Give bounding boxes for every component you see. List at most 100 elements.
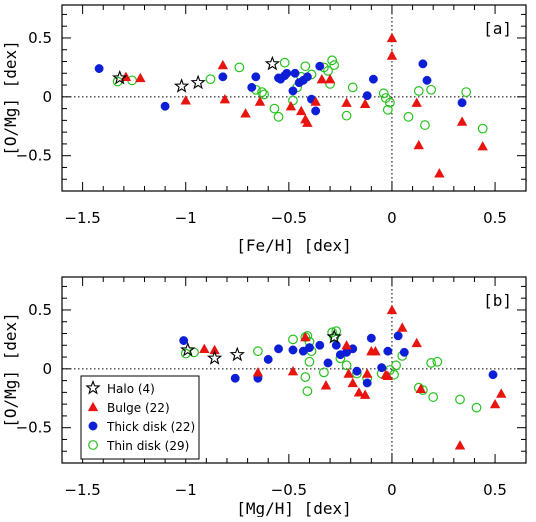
data-points-a: [94, 32, 488, 178]
data-point-bulge: [347, 377, 358, 388]
data-point-thick: [263, 354, 273, 364]
data-point-thick: [251, 72, 261, 82]
legend-label-thick: Thick disk (22): [106, 420, 195, 434]
data-point-thin: [302, 386, 313, 397]
data-point-thick: [288, 345, 298, 355]
data-point-thin: [471, 402, 482, 413]
data-point-halo: [173, 78, 190, 93]
data-point-bulge: [359, 389, 371, 399]
data-point-thin: [341, 360, 352, 371]
data-point-thick: [362, 378, 372, 388]
data-point-thick: [362, 91, 372, 101]
data-point-thick: [230, 373, 240, 383]
x-tick-label: −1: [175, 209, 197, 227]
data-point-thick: [331, 340, 341, 350]
data-point-bulge: [359, 98, 371, 109]
data-point-bulge: [489, 398, 501, 409]
y-tick-label: 0: [42, 360, 52, 378]
data-point-thin: [269, 103, 280, 114]
x-tick-label: 0: [387, 481, 397, 499]
data-point-bulge: [310, 96, 321, 106]
x-tick-label: −1.5: [64, 481, 100, 499]
data-point-thick: [399, 347, 409, 357]
data-point-thick: [288, 86, 298, 96]
data-point-bulge: [382, 370, 394, 381]
data-point-bulge: [316, 73, 328, 84]
x-tick-label: 0.5: [483, 209, 507, 227]
x-tick-labels-b: −1.5 −1 −0.5 0 0.5: [64, 481, 507, 499]
data-point-thick: [393, 331, 403, 341]
data-point-thin: [331, 326, 342, 337]
data-point-thin: [205, 74, 216, 85]
legend-symbol-thick: [88, 421, 98, 431]
data-point-bulge: [370, 345, 381, 356]
data-point-bulge: [353, 387, 365, 397]
data-point-halo: [112, 69, 128, 85]
data-point-bulge: [180, 95, 191, 105]
data-point-thick: [323, 358, 333, 368]
x-tick-labels-a: −1.5 −1 −0.5 0 0.5: [64, 209, 507, 227]
data-point-bulge: [302, 117, 313, 127]
plot-frame-a: [61, 4, 527, 192]
data-point-thick: [274, 344, 283, 354]
x-axis-label-a: [Fe/H] [dex]: [236, 236, 352, 255]
data-point-thin: [257, 87, 267, 98]
data-point-thin: [300, 372, 311, 382]
plot-frame-b: [61, 276, 527, 464]
data-point-bulge: [209, 344, 220, 355]
panel-a: [a] −1.5 −1 −0.5 0 0.5 −0.5 0 0.5 [Fe/H]…: [1, 4, 527, 255]
data-point-bulge: [320, 380, 332, 390]
panel-b: [b] −1.5 −1 −0.5 0 0.5 −0.5 0 0.5 [Mg/H]…: [1, 276, 527, 518]
y-axis-label-b: [O/Mg] [dex]: [1, 312, 20, 428]
axis-ticks-b: [62, 277, 526, 463]
data-point-thin: [304, 356, 315, 367]
data-point-thick: [290, 68, 300, 78]
x-tick-label: −1: [175, 481, 197, 499]
data-point-thick: [160, 101, 170, 111]
data-point-bulge: [434, 168, 445, 178]
data-point-thin: [341, 110, 352, 121]
data-point-halo: [229, 346, 245, 362]
y-axis-label-a: [O/Mg] [dex]: [1, 40, 20, 156]
data-point-thick: [218, 72, 228, 82]
legend-label-halo: Halo (4): [107, 382, 155, 396]
data-point-thin: [112, 76, 123, 87]
data-point-thin: [279, 57, 290, 68]
data-point-bulge: [287, 365, 299, 376]
data-point-halo: [190, 74, 206, 90]
data-point-bulge: [386, 32, 398, 43]
axis-ticks-a: [62, 5, 526, 191]
legend-symbol-bulge: [87, 401, 99, 412]
data-point-thin: [288, 334, 298, 345]
data-point-bulge: [411, 337, 422, 348]
data-point-bulge: [300, 331, 311, 342]
legend: Halo (4) Bulge (22) Thick disk (22) Thin…: [80, 375, 200, 460]
data-point-bulge: [362, 368, 373, 378]
x-tick-label: −1.5: [64, 209, 100, 227]
data-point-halo: [180, 341, 196, 357]
data-point-bulge: [324, 73, 336, 84]
data-point-thick: [422, 75, 432, 85]
data-point-bulge: [496, 388, 507, 398]
data-point-thin: [300, 61, 311, 72]
data-point-thin: [329, 60, 340, 70]
data-point-thin: [403, 111, 414, 122]
data-point-bulge: [341, 97, 352, 107]
data-point-halo: [264, 55, 281, 71]
data-point-bulge: [454, 440, 466, 450]
data-point-thin: [319, 367, 329, 378]
data-point-thick: [352, 366, 362, 376]
data-point-bulge: [135, 72, 146, 83]
data-point-bulge: [285, 101, 297, 111]
legend-box: [80, 375, 200, 460]
data-point-bulge: [415, 383, 427, 393]
x-tick-label: 0: [387, 209, 397, 227]
legend-marker-thick: [88, 421, 98, 431]
data-point-thin: [426, 84, 437, 95]
data-point-thin: [234, 62, 245, 73]
y-tick-label: 0.5: [28, 301, 52, 319]
x-tick-label: −0.5: [271, 481, 307, 499]
data-point-bulge: [296, 105, 307, 116]
y-tick-label: −0.5: [16, 419, 52, 437]
